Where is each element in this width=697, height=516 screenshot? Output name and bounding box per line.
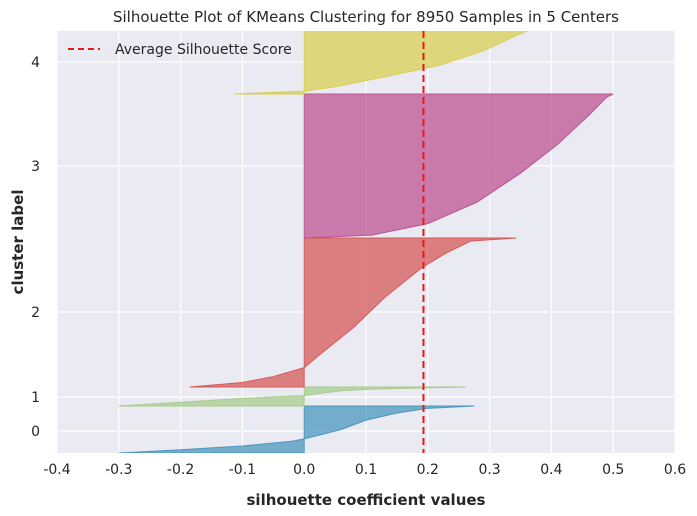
x-tick-label: -0.4 — [43, 462, 70, 478]
y-tick-label: 1 — [31, 390, 40, 406]
x-tick-label: 0.3 — [478, 462, 500, 478]
y-tick-label: 0 — [31, 424, 40, 440]
cluster-1-area — [118, 386, 467, 407]
x-tick-label: 0.1 — [355, 462, 377, 478]
chart-title: Silhouette Plot of KMeans Clustering for… — [113, 8, 619, 26]
y-axis-title: cluster label — [9, 190, 27, 295]
x-tick-label: -0.2 — [167, 462, 194, 478]
legend: Average Silhouette Score — [68, 42, 292, 58]
x-tick-label: 0.2 — [417, 462, 439, 478]
x-tick-label: 0.4 — [540, 462, 562, 478]
cluster-areas — [118, 31, 614, 453]
cluster-0-area — [118, 405, 475, 453]
x-tick-label: 0.5 — [602, 462, 624, 478]
x-tick-label: 0.0 — [293, 462, 315, 478]
x-tick-label: 0.6 — [664, 462, 686, 478]
x-tick-labels: -0.4 -0.3 -0.2 -0.1 0.0 0.1 0.2 0.3 0.4 0.5 0.6 — [43, 462, 686, 478]
cluster-2-area — [189, 237, 517, 388]
x-axis-title: silhouette coefficient values — [247, 491, 486, 509]
y-tick-labels: 0 1 2 3 4 — [31, 55, 40, 440]
cluster-4-area — [234, 31, 529, 95]
legend-average-label: Average Silhouette Score — [115, 42, 292, 58]
y-tick-label: 3 — [31, 159, 40, 175]
y-tick-label: 4 — [31, 55, 40, 71]
x-tick-label: -0.1 — [229, 462, 256, 478]
y-tick-label: 2 — [31, 305, 40, 321]
x-tick-label: -0.3 — [105, 462, 132, 478]
cluster-3-area — [303, 93, 614, 239]
